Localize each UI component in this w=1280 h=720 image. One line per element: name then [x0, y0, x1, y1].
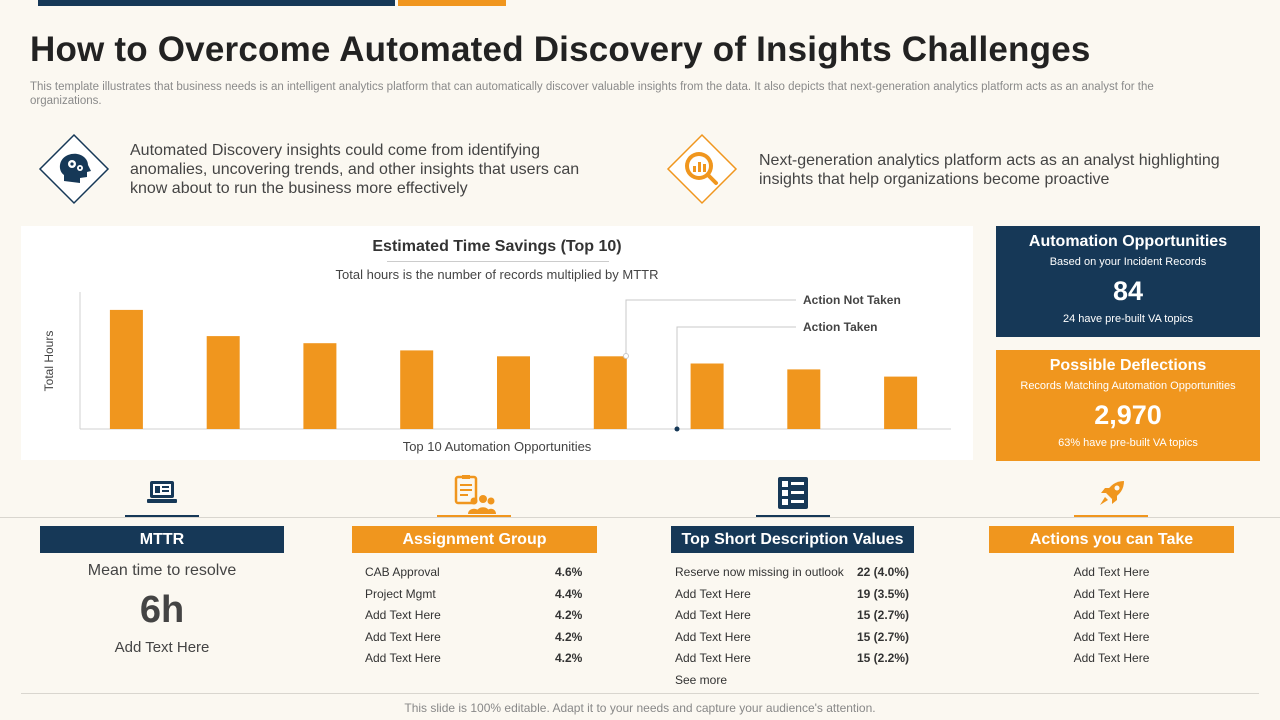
footer-note: This slide is 100% editable. Adapt it to… [404, 701, 876, 715]
table-row: Add Text Here 15 (2.7%) [675, 627, 915, 649]
table-row: Reserve now missing in outlook 22 (4.0%) [675, 562, 915, 584]
row-value: 4.2% [555, 629, 583, 644]
rocket-icon [1098, 479, 1126, 512]
intro-left-text: Automated Discovery insights could come … [130, 142, 580, 197]
mttr-note: Add Text Here [114, 639, 210, 656]
bar-6 [593, 356, 627, 429]
row-value: 15 (2.2%) [857, 651, 910, 665]
table-row: Add Text Here 15 (2.2%) [675, 648, 915, 670]
table-row: CAB Approval 4.6% [365, 562, 585, 584]
section-divider [0, 517, 1280, 518]
page-title: How to Overcome Automated Discovery of I… [30, 30, 1091, 69]
row-value: 15 (2.7%) [857, 608, 910, 622]
row-value: 15 (2.7%) [857, 629, 910, 644]
mttr-label: Mean time to resolve [87, 562, 237, 579]
bar-7 [690, 363, 724, 429]
bar-8 [787, 369, 821, 429]
bar-1 [109, 309, 143, 429]
chart-subtitle: Total hours is the number of records mul… [335, 267, 659, 282]
list-item: Add Text Here [1073, 651, 1150, 665]
row-value: 4.6% [555, 565, 583, 579]
intro-right-icon-wrap [666, 133, 738, 205]
bar-4 [400, 350, 434, 429]
chart-title: Estimated Time Savings (Top 10) [372, 238, 622, 255]
table-row: Project Mgmt 4.4% [365, 584, 585, 606]
kpi-value: 84 [1112, 276, 1144, 306]
row-name: Project Mgmt [365, 586, 436, 601]
kpi-subtitle: Records Matching Automation Opportunitie… [1020, 380, 1236, 392]
page-subtitle: This template illustrates that business … [30, 81, 1154, 107]
annotation-action-not-taken: Action Not Taken [803, 293, 901, 307]
icon-underline-actions [1074, 515, 1148, 517]
row-name: Add Text Here [365, 651, 441, 665]
row-name: Add Text Here [675, 586, 751, 601]
kpi-possible-deflections: Possible Deflections Records Matching Au… [996, 350, 1260, 461]
chart-magnifier-icon [666, 133, 738, 205]
table-row: Add Text Here 4.2% [365, 648, 585, 670]
row-value: 22 (4.0%) [857, 565, 910, 579]
top-description-table: Reserve now missing in outlook 22 (4.0%) … [675, 562, 915, 691]
icon-underline-mttr [125, 515, 199, 517]
team-clipboard-icon [454, 474, 496, 519]
time-savings-chart-card: Estimated Time Savings (Top 10) Total ho… [21, 226, 973, 460]
see-more-link[interactable]: See more [675, 672, 728, 687]
kpi-automation-opportunities: Automation Opportunities Based on your I… [996, 226, 1260, 337]
head-gears-icon [38, 133, 110, 205]
actions-list: Add Text Here Add Text Here Add Text Her… [989, 562, 1234, 670]
row-value: 4.4% [555, 586, 583, 601]
assignment-group-header: Assignment Group [352, 526, 597, 553]
row-name: Add Text Here [365, 629, 441, 644]
table-row: Add Text Here 19 (3.5%) [675, 584, 915, 606]
top-description-header: Top Short Description Values [671, 526, 914, 553]
kpi-note: 63% have pre-built VA topics [1058, 437, 1198, 449]
annotation-leader-line-taken [676, 326, 796, 429]
annotation-action-taken: Action Taken [803, 320, 877, 334]
icon-underline-top-desc [756, 515, 830, 517]
top-accent-bar-orange [398, 0, 506, 6]
bar-chart-svg: Action Not Taken Action Taken [79, 292, 951, 432]
row-name: Add Text Here [675, 651, 751, 665]
assignment-table: CAB Approval 4.6% Project Mgmt 4.4% Add Te… [365, 562, 585, 670]
kpi-subtitle: Based on your Incident Records [1049, 256, 1207, 268]
bar-3 [303, 343, 337, 429]
chart-x-axis-label: Top 10 Automation Opportunities [402, 439, 592, 454]
annotation-dot-not-taken [623, 353, 629, 359]
list-item: Add Text Here [1073, 629, 1150, 644]
row-value: 4.2% [555, 651, 583, 665]
row-name: Add Text Here [675, 608, 751, 622]
kpi-note: 24 have pre-built VA topics [1062, 313, 1194, 325]
list-item: Add Text Here [1073, 608, 1150, 622]
intro-right-text: Next-generation analytics platform acts … [759, 152, 1220, 188]
actions-header: Actions you can Take [989, 526, 1234, 553]
checklist-icon [777, 476, 809, 515]
kpi-title: Automation Opportunities [1028, 233, 1228, 250]
list-item: Add Text Here [1073, 586, 1150, 601]
footer-divider [21, 693, 1259, 694]
annotation-dot-taken [674, 426, 680, 432]
row-value: 4.2% [555, 608, 583, 622]
row-name: Add Text Here [365, 608, 441, 622]
bar-5 [497, 356, 530, 429]
kpi-value: 2,970 [1094, 400, 1162, 430]
icon-underline-assignment [437, 515, 511, 517]
row-name: Add Text Here [675, 629, 751, 644]
row-value: 19 (3.5%) [857, 586, 910, 601]
row-name: Reserve now missing in outlook [675, 565, 844, 579]
bar-2 [206, 336, 240, 429]
table-row: Add Text Here 15 (2.7%) [675, 605, 915, 627]
laptop-icon [146, 478, 178, 513]
list-item: Add Text Here [1073, 565, 1150, 579]
annotation-leader-line-not-taken [625, 299, 796, 356]
intro-left-icon-wrap [38, 133, 110, 205]
top-accent-bar-navy [38, 0, 395, 6]
table-row: Add Text Here 4.2% [365, 627, 585, 649]
bar-9 [884, 376, 918, 429]
row-name: CAB Approval [365, 565, 440, 579]
kpi-title: Possible Deflections [1049, 357, 1207, 374]
mttr-value: 6h [139, 589, 185, 631]
chart-title-underline [387, 261, 609, 262]
mttr-header: MTTR [40, 526, 284, 553]
table-row: Add Text Here 4.2% [365, 605, 585, 627]
